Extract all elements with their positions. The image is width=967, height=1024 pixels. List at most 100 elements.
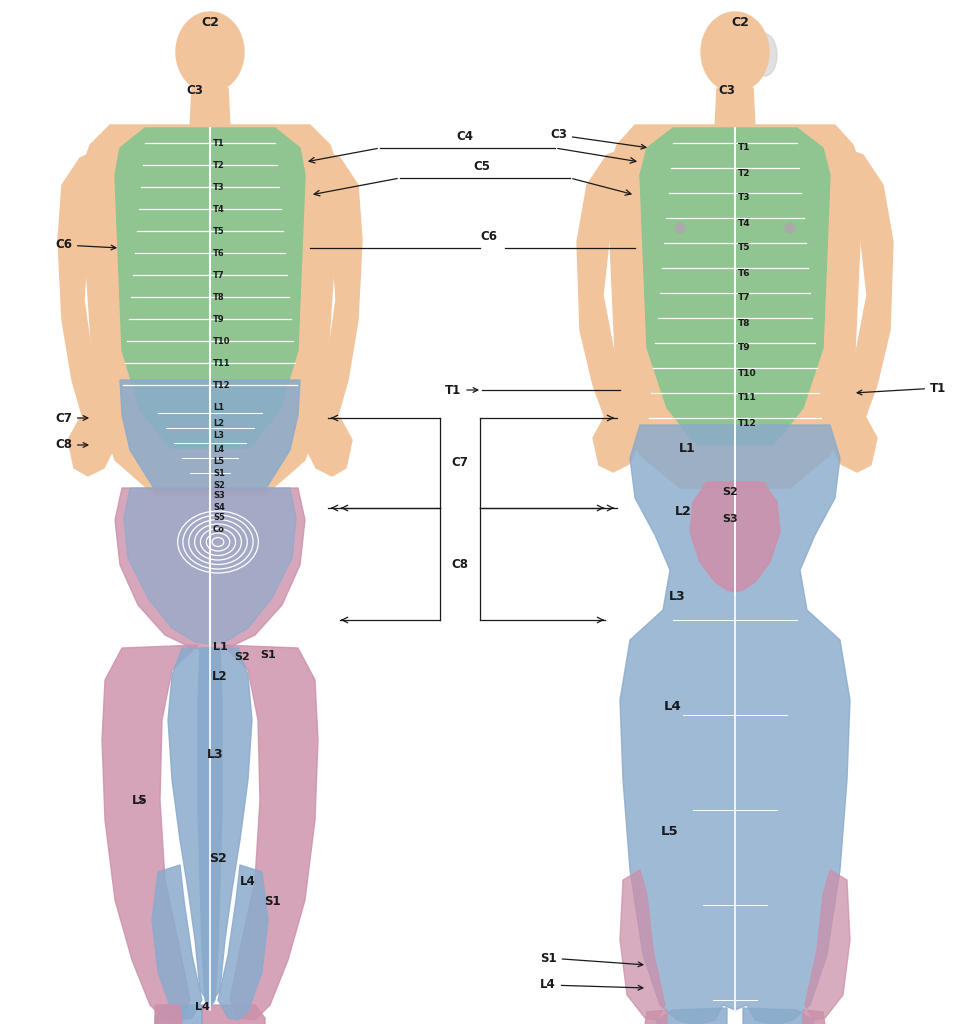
Polygon shape: [593, 410, 637, 472]
Text: C2: C2: [201, 15, 219, 29]
Text: C3: C3: [550, 128, 646, 150]
Text: C3: C3: [187, 84, 203, 96]
Text: S5: S5: [213, 513, 225, 522]
Text: T7: T7: [213, 270, 224, 280]
Text: S2: S2: [722, 487, 738, 497]
Polygon shape: [620, 425, 850, 1024]
Text: L2: L2: [213, 419, 224, 427]
Text: L2: L2: [212, 670, 228, 683]
Polygon shape: [805, 870, 850, 1020]
Text: C7: C7: [55, 412, 88, 425]
Text: T1: T1: [857, 382, 947, 395]
Text: C8: C8: [55, 438, 88, 452]
Circle shape: [785, 223, 795, 233]
Polygon shape: [80, 125, 340, 495]
Text: L5: L5: [661, 825, 679, 838]
Text: S4: S4: [213, 503, 225, 512]
Text: L2: L2: [675, 505, 691, 518]
Text: L3: L3: [669, 590, 686, 603]
Text: L4: L4: [194, 1002, 210, 1012]
Text: C4: C4: [456, 130, 474, 143]
Text: S2: S2: [213, 480, 225, 489]
Text: T1: T1: [213, 138, 224, 147]
Polygon shape: [58, 140, 120, 430]
Text: L3: L3: [213, 431, 224, 440]
Text: T2: T2: [213, 161, 224, 170]
Polygon shape: [620, 870, 665, 1020]
Text: S1: S1: [213, 469, 225, 478]
Text: S2: S2: [234, 652, 249, 662]
Text: C6: C6: [55, 239, 116, 252]
Polygon shape: [202, 1005, 265, 1024]
Text: T7: T7: [738, 294, 750, 302]
Text: T8: T8: [738, 318, 750, 328]
Polygon shape: [155, 1005, 202, 1024]
Text: L5: L5: [213, 458, 224, 467]
Text: C3: C3: [718, 84, 736, 96]
Text: Co: Co: [213, 524, 225, 534]
Polygon shape: [115, 488, 305, 650]
Text: S1: S1: [260, 650, 276, 660]
Text: T5: T5: [738, 244, 750, 253]
Text: L4: L4: [540, 979, 643, 991]
Text: C2: C2: [731, 15, 748, 29]
Ellipse shape: [701, 12, 769, 92]
Polygon shape: [124, 488, 296, 644]
Polygon shape: [577, 140, 647, 428]
Text: T1: T1: [445, 384, 478, 396]
Polygon shape: [833, 410, 877, 472]
Text: L4: L4: [240, 874, 256, 888]
Polygon shape: [308, 412, 352, 476]
Text: T12: T12: [213, 381, 230, 389]
Polygon shape: [68, 412, 112, 476]
Text: L4: L4: [664, 700, 682, 713]
Polygon shape: [300, 140, 362, 430]
Text: S2: S2: [209, 852, 227, 865]
Polygon shape: [690, 482, 780, 592]
Text: T9: T9: [213, 314, 224, 324]
Text: L1: L1: [213, 642, 227, 652]
Text: S3: S3: [213, 492, 224, 501]
Polygon shape: [155, 1005, 182, 1024]
Text: L4: L4: [213, 444, 224, 454]
Text: C6: C6: [480, 230, 497, 243]
Polygon shape: [803, 1010, 825, 1024]
Text: T6: T6: [213, 249, 224, 257]
Text: T3: T3: [213, 182, 224, 191]
Text: T6: T6: [738, 268, 750, 278]
Text: S3: S3: [722, 514, 738, 524]
Text: L5: L5: [132, 794, 148, 807]
Polygon shape: [218, 865, 268, 1020]
Text: L1: L1: [679, 442, 695, 455]
Text: T10: T10: [213, 337, 230, 345]
Polygon shape: [640, 128, 830, 445]
Text: L1: L1: [213, 403, 224, 413]
Polygon shape: [152, 865, 202, 1020]
Polygon shape: [823, 140, 893, 428]
Text: T4: T4: [213, 205, 224, 213]
Polygon shape: [168, 648, 252, 1005]
Text: T3: T3: [738, 194, 750, 203]
Text: T10: T10: [738, 369, 756, 378]
Text: T9: T9: [738, 343, 750, 352]
Polygon shape: [198, 648, 222, 1008]
Polygon shape: [190, 88, 230, 128]
Text: C7: C7: [452, 457, 468, 469]
Polygon shape: [607, 125, 863, 488]
Text: T5: T5: [213, 226, 224, 236]
Circle shape: [675, 223, 685, 233]
Text: C8: C8: [452, 557, 468, 570]
Ellipse shape: [753, 34, 777, 76]
Polygon shape: [715, 88, 755, 128]
Polygon shape: [645, 1010, 667, 1024]
Text: T4: T4: [738, 218, 750, 227]
Text: T11: T11: [213, 358, 230, 368]
Text: T12: T12: [738, 419, 757, 427]
Text: S1: S1: [264, 895, 280, 908]
Polygon shape: [120, 380, 300, 490]
Text: C5: C5: [474, 160, 490, 173]
Polygon shape: [657, 1008, 727, 1024]
Text: S1: S1: [540, 951, 643, 967]
Polygon shape: [102, 645, 198, 1020]
Text: T2: T2: [738, 169, 750, 177]
